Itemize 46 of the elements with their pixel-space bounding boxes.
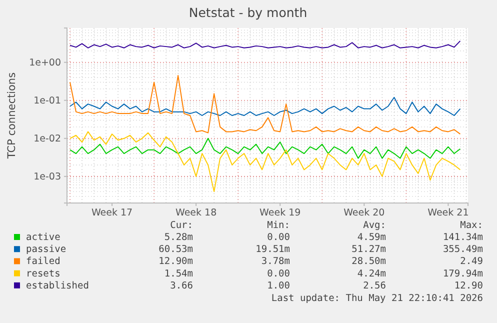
text: 355.49m xyxy=(442,244,484,256)
text: 28.50m xyxy=(352,256,386,268)
legend-label: failed xyxy=(26,256,60,268)
line-series xyxy=(70,138,461,159)
text: 2.49 xyxy=(460,256,484,268)
text: 12.90 xyxy=(454,280,484,292)
text: 60.53m xyxy=(158,244,194,256)
x-tick-label: Week 21 xyxy=(428,208,469,219)
x-tick-label: Week 20 xyxy=(344,208,385,219)
line-series xyxy=(70,40,461,48)
text: 1.54m xyxy=(164,268,194,280)
legend-label: resets xyxy=(26,268,60,280)
y-tick-label: 1e-03 xyxy=(34,171,61,182)
text: 0.00 xyxy=(267,232,290,243)
x-tick-label: Week 18 xyxy=(175,208,217,219)
text: Avg: xyxy=(363,220,386,231)
legend-label: established xyxy=(26,280,89,292)
text: 51.27m xyxy=(352,244,386,256)
chart-title: Netstat - by month xyxy=(188,5,308,20)
text: 3.78m xyxy=(261,256,290,268)
legend-label: active xyxy=(26,232,61,243)
text: Last update: Thu May 21 22:10:41 2026 xyxy=(271,293,484,304)
text: 0.00 xyxy=(267,268,290,280)
x-tick-label: Week 19 xyxy=(260,208,301,219)
text: 179.94m xyxy=(442,268,484,280)
text: 3.66 xyxy=(170,280,194,292)
y-tick-label: 1e-01 xyxy=(34,95,61,106)
y-axis-title: TCP connections xyxy=(6,72,18,160)
text: 4.59m xyxy=(357,232,386,243)
text: 12.90m xyxy=(158,256,194,268)
x-tick-label: Week 17 xyxy=(91,208,133,219)
line-series xyxy=(70,131,461,192)
text: 19.51m xyxy=(256,244,290,256)
legend-label: passive xyxy=(26,244,66,256)
text: 2.56 xyxy=(363,280,386,292)
text: 4.24m xyxy=(357,268,386,280)
text: 1.00 xyxy=(267,280,290,292)
line-series xyxy=(70,75,461,135)
text: 141.34m xyxy=(442,232,484,243)
text: Cur: xyxy=(170,220,193,231)
y-tick-label: 1e-02 xyxy=(34,133,61,144)
text: 5.28m xyxy=(164,232,194,243)
text: Min: xyxy=(267,220,290,231)
text: Max: xyxy=(460,220,483,231)
y-tick-label: 1e+00 xyxy=(29,57,61,68)
line-series xyxy=(70,96,461,116)
